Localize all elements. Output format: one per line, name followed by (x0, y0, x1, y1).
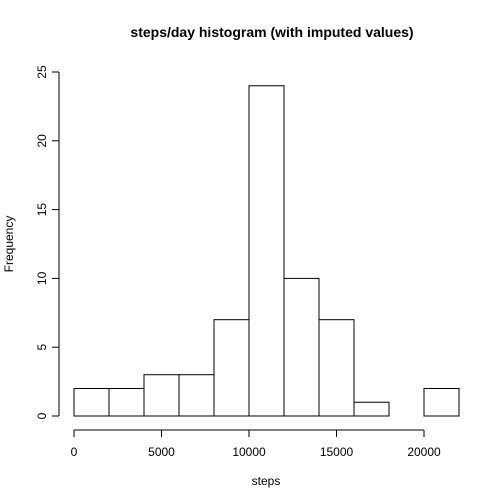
histogram-bar-10 (423, 387, 460, 417)
histogram-bar-0 (73, 387, 110, 417)
y-tick-label: 5 (35, 344, 49, 351)
histogram-bar-2 (143, 374, 180, 417)
y-tick-label: 15 (35, 203, 49, 217)
x-axis: 0 5000 10000 15000 20000 (71, 429, 441, 459)
bars-group (73, 85, 460, 417)
x-tick-label: 0 (71, 445, 78, 459)
y-axis-label: Frequency (2, 216, 16, 273)
y-tick-label: 25 (35, 65, 49, 79)
chart-title: steps/day histogram (with imputed values… (130, 24, 413, 40)
histogram-bar-8 (353, 401, 390, 417)
histogram-bar-5 (248, 85, 285, 417)
y-tick-label: 10 (35, 271, 49, 285)
y-axis: 0 5 10 15 20 25 (35, 65, 60, 419)
y-tick-label: 0 (35, 412, 49, 419)
histogram-bar-1 (108, 387, 145, 417)
x-tick-label: 10000 (232, 445, 266, 459)
x-axis-label: steps (252, 474, 281, 488)
x-tick-label: 15000 (320, 445, 354, 459)
histogram-bar-3 (178, 374, 215, 417)
y-tick-label: 20 (35, 134, 49, 148)
histogram-bar-6 (283, 277, 320, 417)
histogram-bar-4 (213, 319, 250, 417)
histogram-bar-7 (318, 319, 355, 417)
x-tick-label: 5000 (148, 445, 175, 459)
x-tick-label: 20000 (407, 445, 441, 459)
